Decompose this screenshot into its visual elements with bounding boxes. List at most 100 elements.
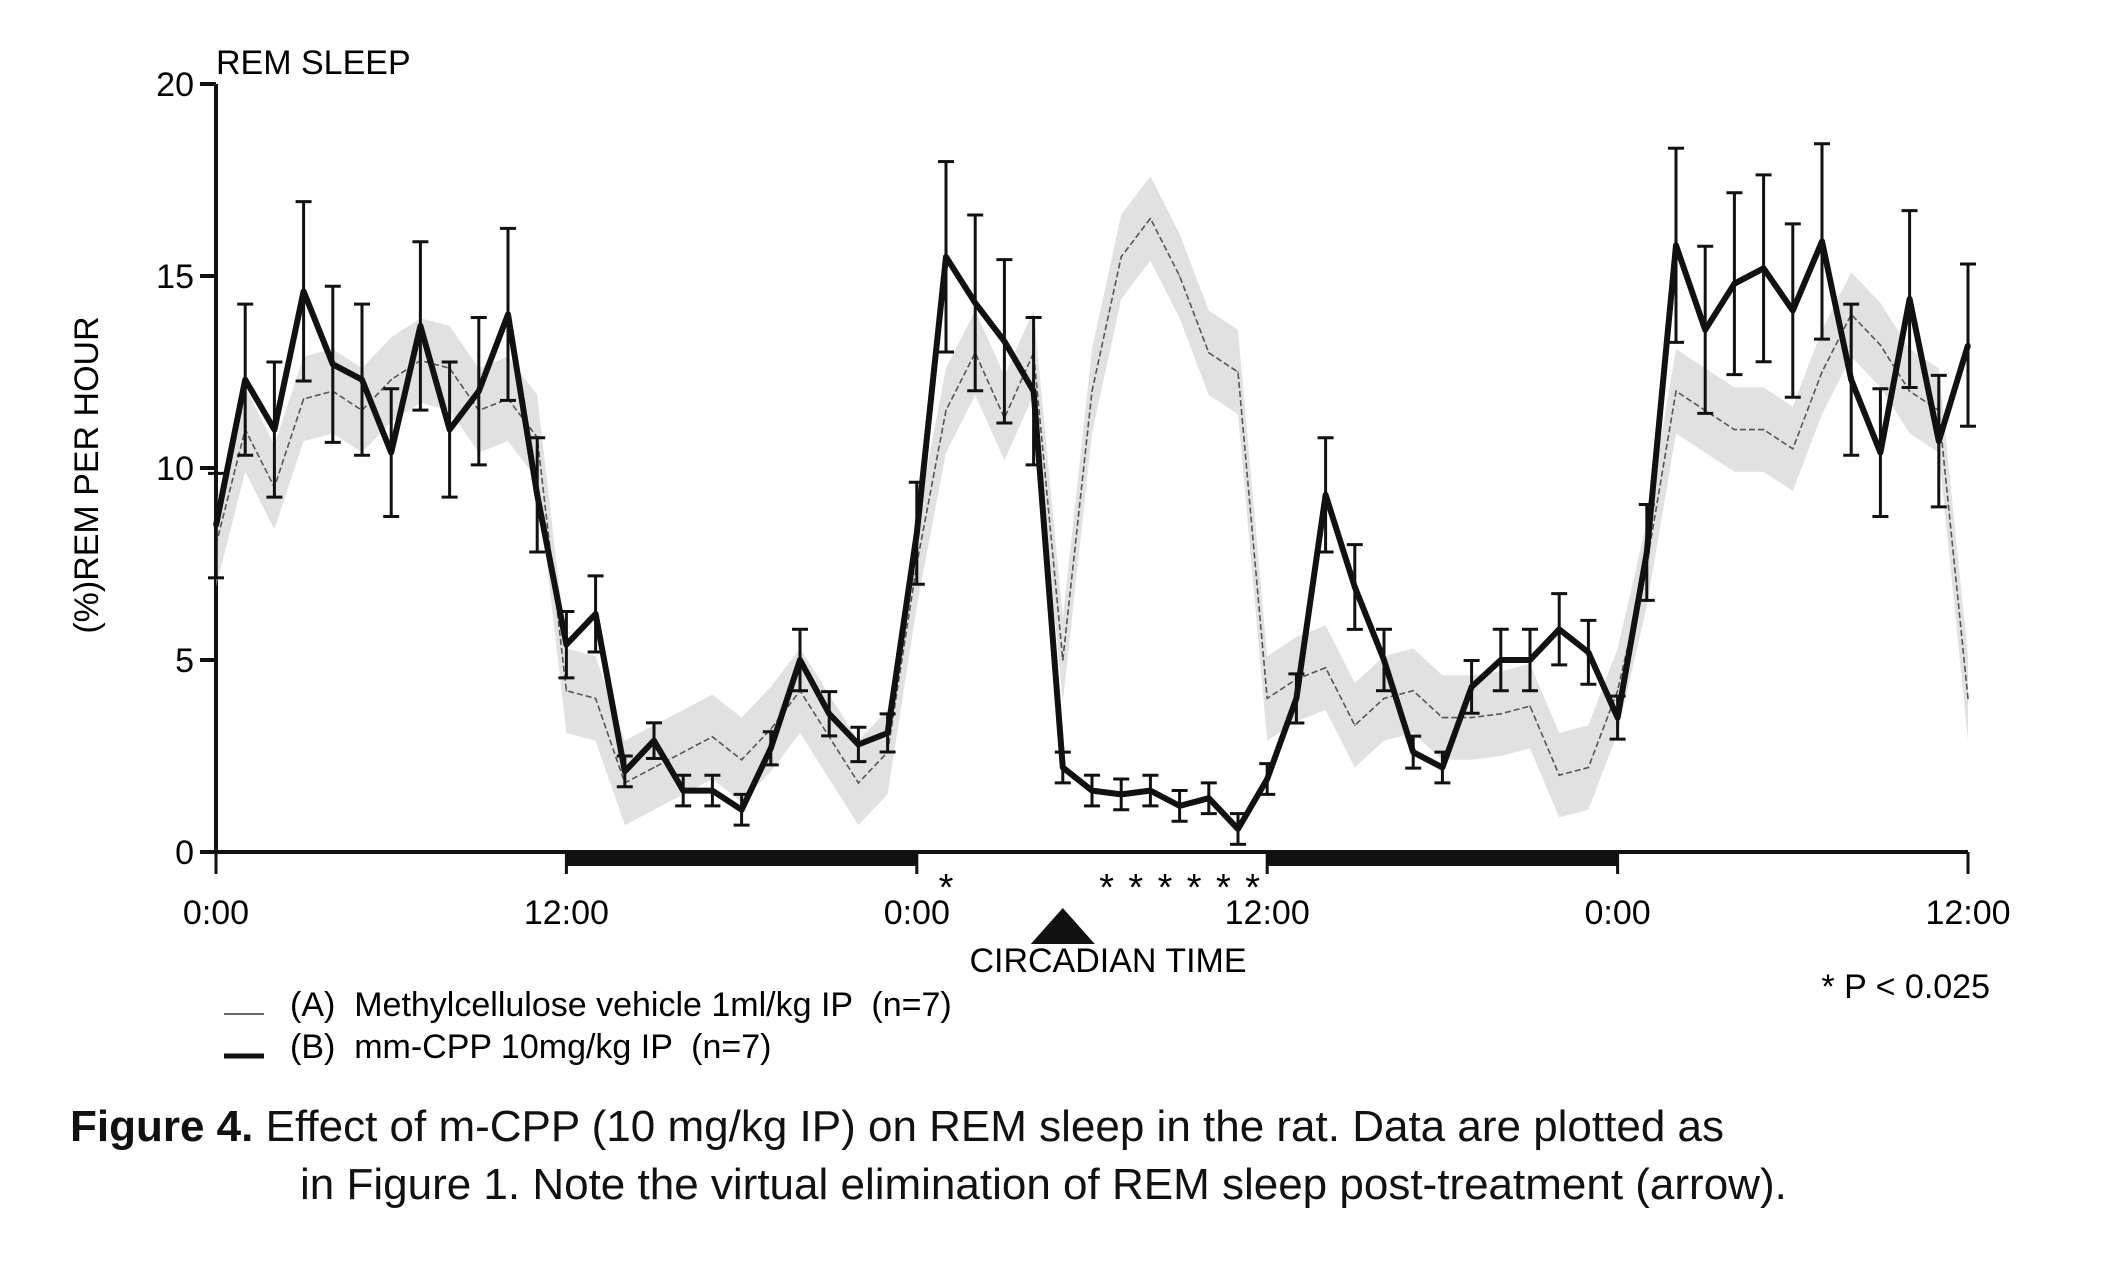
series-mcpp-point [1556,626,1562,632]
y-tick-label: 15 [156,258,194,296]
series-vehicle-point [1908,390,1911,393]
series-vehicle-point [1412,689,1414,692]
significance-note: * P < 0.025 [1821,968,1990,1006]
series-mcpp-point [1848,377,1854,383]
series-mcpp-point [680,788,686,794]
x-tick-label: 0:00 [884,894,950,932]
y-ticks: 0 5 10 15 20 [156,66,216,872]
series-mcpp-point [1469,684,1475,690]
series-vehicle-point [857,782,860,784]
series-mcpp-point [330,361,336,367]
series-vehicle-point [1762,428,1765,431]
series-vehicle-point [1821,371,1823,373]
x-axis-label: CIRCADIAN TIME [969,942,1246,980]
series-mcpp-point [1439,765,1445,771]
series-mcpp-point [1644,549,1650,555]
series-vehicle-point [740,759,743,761]
series-vehicle-point [1675,390,1677,393]
series-vehicle-point [1237,371,1239,373]
series-vehicle-point [1383,697,1385,700]
series-mcpp-point [1965,342,1971,348]
series-vehicle-point [302,398,305,400]
series-vehicle-point [1208,352,1210,354]
series-vehicle-point [1441,716,1444,719]
series-mcpp-point [1001,338,1007,344]
series-mcpp-point [1907,296,1913,302]
series-vehicle-point [1178,275,1181,277]
series-mcpp-point [1352,584,1358,590]
series-mcpp-point [885,730,891,736]
series-mcpp-point [1060,765,1066,771]
series-mcpp-point [855,741,861,747]
series-vehicle-point [945,409,947,412]
series-mcpp-point [1264,776,1270,782]
series-mcpp-point [1323,492,1329,498]
series-vehicle-point [1120,255,1122,258]
series-mcpp-point [972,300,978,306]
series-mcpp [208,142,1976,846]
series-mcpp-point [768,745,774,751]
legend: (A) Methylcellulose vehicle 1ml/kg IP (n… [224,986,952,1066]
series-mcpp-point [1877,450,1883,456]
series-vehicle-point [653,766,655,769]
x-tick-label: 0:00 [1585,894,1651,932]
series-mcpp-point [1936,438,1942,444]
y-tick-label: 5 [175,642,194,680]
series-vehicle-point [1266,697,1268,700]
series-mcpp-point [1031,388,1037,394]
series-vehicle-point [1470,716,1473,719]
legend-label-a: (A) Methylcellulose vehicle 1ml/kg IP (n… [290,986,952,1024]
significance-mark: * [939,867,954,909]
series-mcpp-point [534,492,540,498]
y-tick-label: 20 [156,66,194,104]
series-mcpp-point [1790,308,1796,314]
series-vehicle-point [1616,689,1619,692]
series-mcpp-point [1089,788,1095,794]
x-ticks: 0:00 12:00 0:00 12:00 0:00 12:00 [183,852,2011,932]
series-mcpp-point [622,768,628,774]
series-vehicle-point [1587,766,1590,769]
series-mcpp-point [242,377,248,383]
series-vehicle-point [1149,217,1152,220]
legend-label-b: (B) mm-CPP 10mg/kg IP (n=7) [290,1028,772,1066]
series-vehicle-point [1500,712,1502,715]
series-vehicle-point [1792,448,1794,450]
significance-marks: * * * * * * * [939,867,1261,909]
series-mcpp-point [563,642,569,648]
x-tick-label: 12:00 [524,894,609,932]
series-mcpp-point [1702,327,1708,333]
series-mcpp-point [797,657,803,663]
series-vehicle-point [1354,724,1356,727]
series-vehicle-point [711,736,714,738]
series-mcpp-point [359,377,365,383]
series-vehicle-point [1967,697,1969,700]
series-vehicle-point [682,751,684,753]
series-mcpp-point [1410,749,1416,755]
series-mcpp-point [826,711,832,717]
series-vehicle-point [1529,705,1531,707]
x-tick-label: 12:00 [1225,894,1310,932]
series-mcpp-point [593,611,599,617]
series-mcpp-point [1615,715,1621,721]
series-mcpp-point [1381,657,1387,663]
significance-mark: * [1128,867,1143,909]
series-mcpp-point [447,427,453,433]
series-vehicle-point [565,689,568,692]
series-mcpp-point [1819,238,1825,244]
treatment-arrow [1030,908,1095,944]
caption-text-1: Effect of m-CPP (10 mg/kg IP) on REM sle… [265,1102,1724,1151]
y-tick-label: 0 [175,834,194,872]
chart-title: REM SLEEP [216,44,411,82]
series-mcpp-point [271,427,277,433]
significance-mark: * [1099,867,1114,909]
series-mcpp-point [1585,649,1591,655]
series-mcpp-point [1761,265,1767,271]
series-mcpp-point [1527,657,1533,663]
series-mcpp-point [1293,695,1299,701]
series-mcpp-point [1206,795,1212,801]
significance-mark: * [1158,867,1173,909]
series-mcpp-point [1177,803,1183,809]
series-mcpp-point [739,807,745,813]
series-mcpp-point [388,450,394,456]
